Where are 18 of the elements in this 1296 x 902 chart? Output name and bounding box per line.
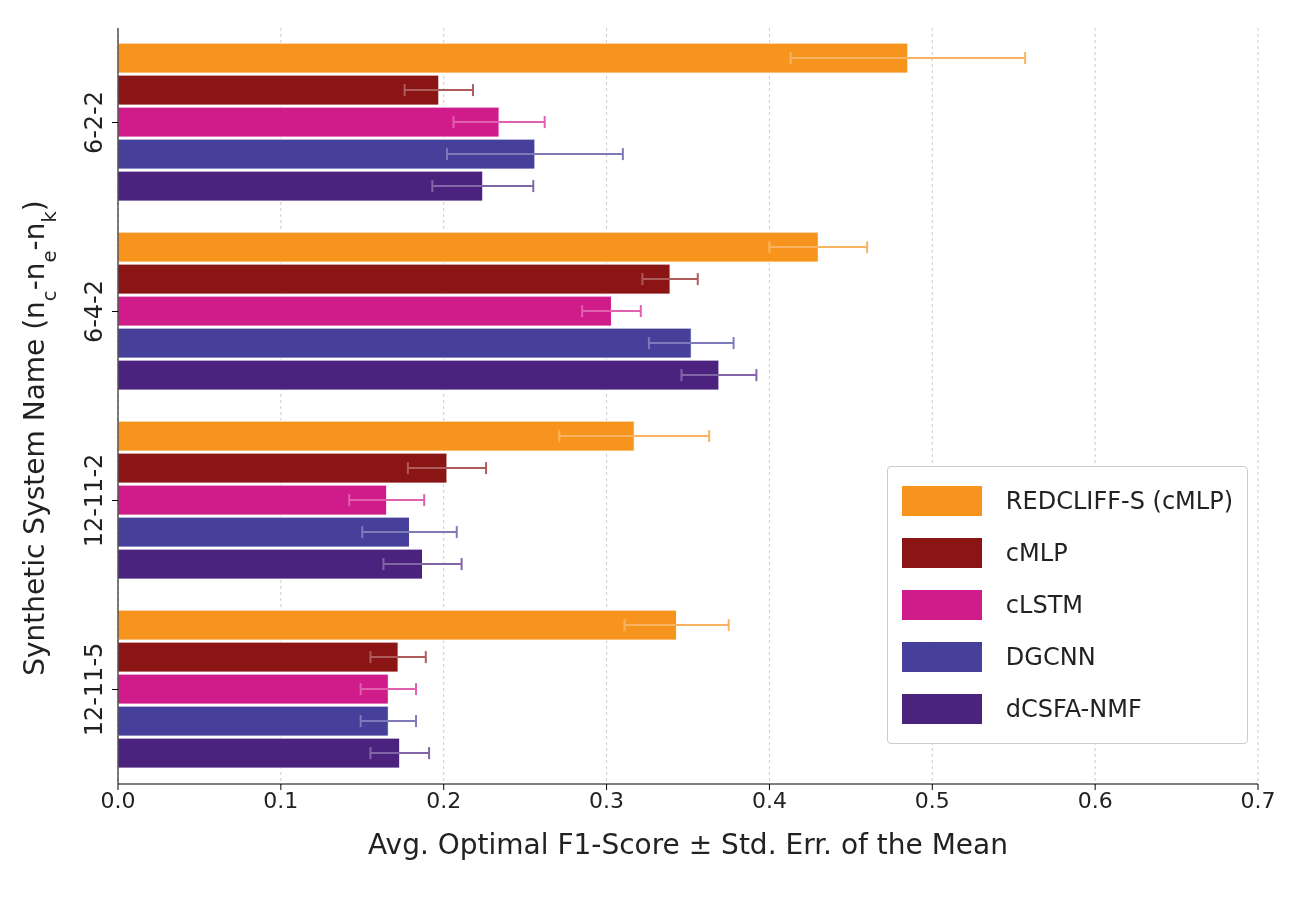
legend-label: cLSTM [1005, 591, 1084, 619]
legend-label: dCSFA-NMF [1005, 695, 1142, 723]
y-tick-label: 12-11-2 [80, 453, 108, 548]
x-tick-label: 0.4 [751, 787, 787, 813]
x-tick-label: 0.5 [914, 787, 950, 813]
x-tick-label: 0.6 [1077, 787, 1113, 813]
legend-label: REDCLIFF-S (cMLP) [1005, 487, 1233, 515]
legend-label: DGCNN [1005, 643, 1096, 671]
x-tick-label: 0.0 [100, 787, 136, 813]
x-tick-label: 0.2 [426, 787, 462, 813]
x-axis-title: Avg. Optimal F1-Score ± Std. Err. of the Mean [368, 828, 1008, 861]
y-tick-label: 6-4-2 [80, 279, 108, 344]
y-tick-label: 12-11-5 [80, 642, 108, 737]
y-tick-label: 6-2-2 [80, 90, 108, 155]
x-tick-label: 0.7 [1240, 787, 1276, 813]
legend-label: cMLP [1005, 539, 1068, 567]
x-tick-label: 0.3 [589, 787, 625, 813]
x-tick-label: 0.1 [263, 787, 299, 813]
